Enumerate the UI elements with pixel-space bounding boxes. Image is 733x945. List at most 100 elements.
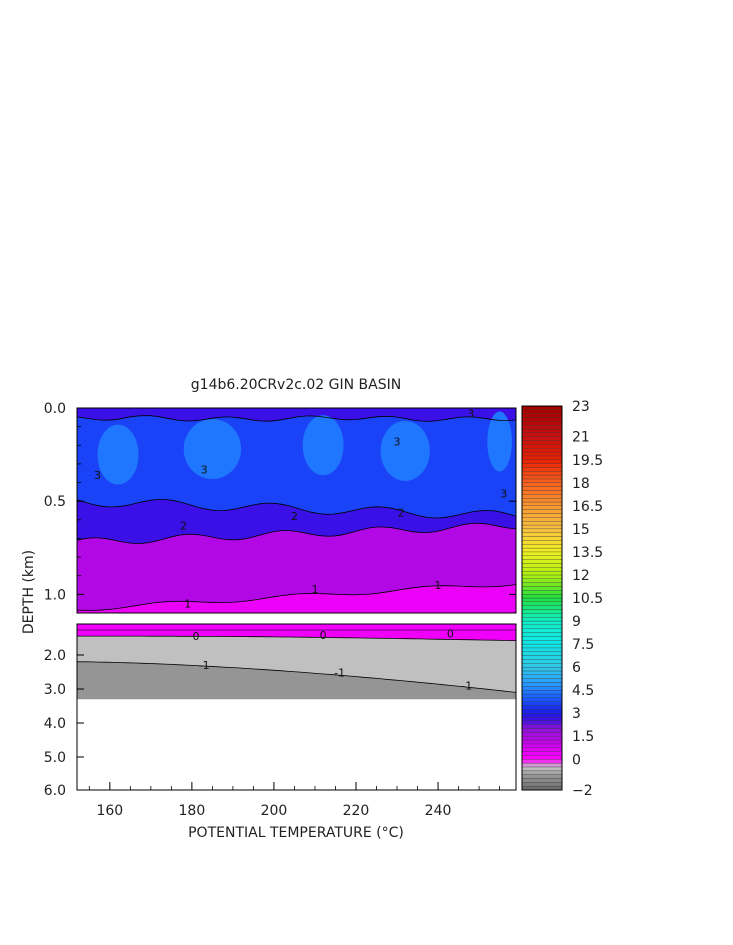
colorbar-tick-label: 0 xyxy=(572,752,581,768)
colorbar-segment xyxy=(521,567,563,572)
colorbar-frame xyxy=(521,405,563,791)
colorbar-segment xyxy=(521,547,563,553)
colorbar-segment xyxy=(521,413,563,418)
colorbar-segment xyxy=(521,417,563,422)
colorbar-segment xyxy=(521,613,563,618)
colorbar-segment xyxy=(521,701,563,706)
colorbar-segment xyxy=(521,590,563,595)
x-axis: 160 180 200 220 240 xyxy=(88,782,500,819)
colorbar-segment xyxy=(521,501,563,506)
colorbar-segment xyxy=(521,551,563,556)
colorbar-segment xyxy=(521,620,563,626)
colorbar-segment xyxy=(521,532,563,537)
colorbar-segment xyxy=(521,563,563,568)
colorbar-segment xyxy=(521,463,563,468)
x-axis-label: POTENTIAL TEMPERATURE (°C) xyxy=(188,825,404,841)
colorbar-segment xyxy=(521,666,563,672)
colorbar-segment xyxy=(521,759,563,764)
colorbar-segment xyxy=(521,486,563,491)
colorbar-segment xyxy=(521,651,563,656)
colorbar-tick-label: 9 xyxy=(572,614,581,630)
colorbar-tick-label: 16.5 xyxy=(572,499,603,515)
colorbar-tick-label: 15 xyxy=(572,522,590,538)
colorbar-segment xyxy=(521,544,563,549)
y-tick-label: 6.0 xyxy=(44,783,66,799)
colorbar-segment xyxy=(521,605,563,610)
colorbar-segment xyxy=(521,467,563,472)
colorbar-tick-label: 21 xyxy=(572,430,590,446)
colorbar-segment xyxy=(521,739,563,745)
y-tick-label: 5.0 xyxy=(44,750,66,766)
colorbar-segment xyxy=(521,570,563,576)
contour-label: 3 xyxy=(94,469,101,482)
contour-label: -1 xyxy=(461,680,472,693)
colorbar-segment xyxy=(521,782,563,787)
colorbar-segment xyxy=(521,636,563,641)
colorbar-segment xyxy=(521,655,563,660)
colorbar-segment xyxy=(521,509,563,514)
contour-label: 3 xyxy=(394,436,401,449)
colorbar-segment xyxy=(521,448,563,453)
colorbar-segment xyxy=(521,686,563,691)
colorbar-segment xyxy=(521,528,563,533)
colorbar-segment xyxy=(521,716,563,722)
colorbar-segment xyxy=(521,490,563,495)
colorbar-tick-label: 3 xyxy=(572,706,581,722)
colorbar xyxy=(521,405,563,791)
colorbar-segment xyxy=(521,663,563,668)
warm-core-0 xyxy=(97,424,139,485)
lower-panel-fills xyxy=(77,624,516,700)
lower-panel-frame xyxy=(76,623,517,791)
colorbar-tick-label: 6 xyxy=(572,660,581,676)
colorbar-tick-label: 12 xyxy=(572,568,590,584)
colorbar-segment xyxy=(521,643,563,649)
upper-y-axis: 0.0 0.5 1.0 xyxy=(44,401,516,614)
colorbar-segment xyxy=(521,428,563,434)
colorbar-segment xyxy=(521,755,563,760)
lower-panel-contours: 0 0 0 -1 -1 -1 xyxy=(77,628,517,693)
upper-band-0-1 xyxy=(77,584,516,613)
colorbar-tick-label: 7.5 xyxy=(572,637,594,653)
upper-contour-line xyxy=(76,415,517,422)
contour-label: -1 xyxy=(199,659,210,672)
colorbar-segment xyxy=(521,766,563,771)
colorbar-segment xyxy=(521,594,563,599)
colorbar-segment xyxy=(521,405,563,410)
colorbar-segment xyxy=(521,674,563,679)
chart-title: g14b6.20CRv2c.02 GIN BASIN xyxy=(191,377,401,393)
colorbar-segment xyxy=(521,425,563,430)
colorbar-segment xyxy=(521,436,563,441)
lower-contour-line xyxy=(77,661,517,693)
contour-label: 3 xyxy=(201,464,208,477)
colorbar-segment xyxy=(521,513,563,518)
upper-panel-fills xyxy=(77,408,516,613)
x-tick-label: 160 xyxy=(96,803,123,819)
contour-label: 1 xyxy=(435,579,442,592)
colorbar-labels: 23 21 19.5 18 16.5 15 13.5 12 10.5 9 7.5 6 4.5 3 1.5 0 −… xyxy=(572,399,603,799)
colorbar-segment xyxy=(521,536,563,541)
colorbar-segment xyxy=(521,524,563,530)
warm-core-2 xyxy=(302,415,344,476)
colorbar-segment xyxy=(521,474,563,480)
colorbar-segment xyxy=(521,743,563,748)
y-tick-label: 0.5 xyxy=(44,494,66,510)
x-tick-label: 240 xyxy=(425,803,452,819)
colorbar-segment xyxy=(521,705,563,710)
contour-label: 2 xyxy=(398,506,405,519)
colorbar-tick-label: 10.5 xyxy=(572,591,603,607)
colorbar-segment xyxy=(521,690,563,695)
colorbar-segment xyxy=(521,682,563,687)
colorbar-tick-label: 4.5 xyxy=(572,683,594,699)
colorbar-segment xyxy=(521,786,563,791)
colorbar-segment xyxy=(521,770,563,775)
x-tick-label: 220 xyxy=(343,803,370,819)
colorbar-segment xyxy=(521,440,563,445)
upper-panel-frame xyxy=(76,407,517,614)
colorbar-segment xyxy=(521,774,563,779)
upper-contour-line xyxy=(76,584,517,611)
colorbar-tick-label: 18 xyxy=(572,476,590,492)
colorbar-segment xyxy=(521,432,563,437)
upper-panel-contours: 3 3 3 3 3 2 2 2 1 1 1 xyxy=(76,408,517,611)
lower-band-0-1 xyxy=(77,624,516,641)
